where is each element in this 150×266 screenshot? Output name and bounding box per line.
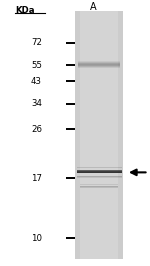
Text: 43: 43 xyxy=(31,77,42,86)
Bar xyxy=(75,11,123,259)
Text: KDa: KDa xyxy=(15,6,34,15)
Bar xyxy=(80,11,118,259)
Text: A: A xyxy=(90,2,96,12)
Text: 72: 72 xyxy=(31,38,42,47)
Text: 55: 55 xyxy=(31,61,42,70)
Text: 34: 34 xyxy=(31,99,42,108)
Text: 10: 10 xyxy=(31,234,42,243)
Text: 26: 26 xyxy=(31,124,42,134)
Text: 17: 17 xyxy=(31,174,42,183)
